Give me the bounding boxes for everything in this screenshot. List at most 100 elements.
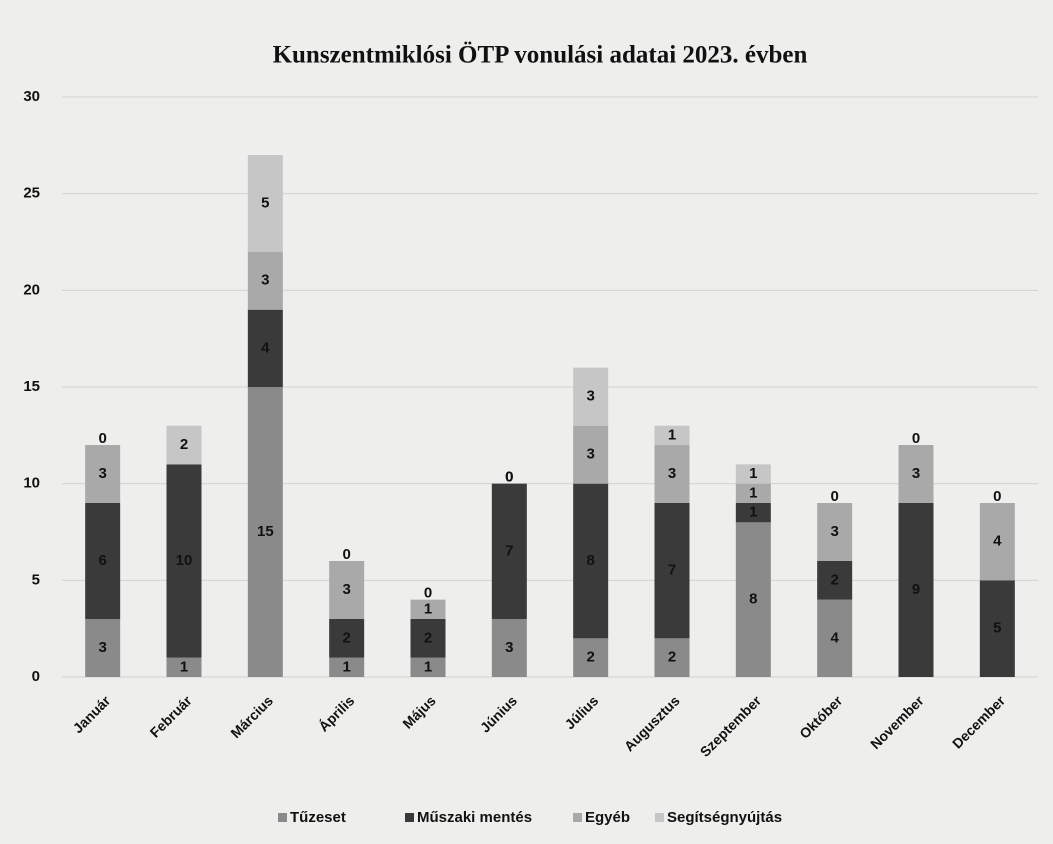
x-tick-label: Március — [227, 692, 276, 741]
legend-label: Tűzeset — [290, 809, 346, 826]
value-label: 8 — [749, 591, 757, 608]
value-label: 4 — [830, 629, 839, 646]
y-tick-label: 0 — [32, 668, 40, 685]
x-tick-label: Augusztus — [621, 692, 683, 754]
value-label: 1 — [668, 426, 676, 443]
legend-label: Egyéb — [585, 809, 630, 826]
bar-segment — [654, 445, 690, 503]
value-label: 2 — [586, 649, 594, 666]
bar-segment — [573, 483, 609, 639]
y-tick-label: 10 — [23, 475, 40, 492]
value-label: 3 — [342, 581, 350, 598]
x-tick-label: Szeptember — [697, 692, 765, 760]
value-label: 3 — [98, 639, 106, 656]
value-label: 10 — [176, 552, 193, 569]
value-label: 15 — [257, 523, 274, 540]
value-label: 2 — [180, 436, 188, 453]
bar-segment — [329, 657, 365, 677]
bar-segment — [247, 309, 283, 387]
value-label: 3 — [586, 388, 594, 405]
value-label: 2 — [342, 629, 350, 646]
value-label: 7 — [668, 562, 676, 579]
chart-title: Kunszentmiklósi ÖTP vonulási adatai 2023… — [273, 42, 808, 69]
bar-segment — [247, 251, 283, 310]
value-label: 0 — [912, 430, 920, 447]
value-label: 3 — [830, 523, 838, 540]
bar-segment — [247, 387, 283, 677]
x-tick-label: November — [867, 692, 927, 752]
value-label: 7 — [505, 542, 513, 559]
x-tick-label: Május — [399, 692, 439, 732]
legend-label: Segítségnyújtás — [667, 809, 782, 826]
bar-segment — [654, 425, 690, 445]
legend-label: Műszaki mentés — [417, 809, 532, 826]
bar-segment — [979, 503, 1015, 581]
legend-swatch — [278, 813, 287, 822]
bar-segment — [410, 657, 446, 677]
bar-segment — [735, 522, 771, 677]
value-label: 2 — [668, 649, 676, 666]
y-tick-label: 5 — [32, 571, 40, 588]
value-label: 1 — [180, 658, 188, 675]
y-tick-label: 15 — [23, 378, 40, 395]
value-label: 3 — [505, 639, 513, 656]
value-label: 0 — [98, 430, 106, 447]
value-label: 0 — [505, 469, 513, 486]
value-label: 1 — [342, 658, 350, 675]
bar-segment — [735, 464, 771, 484]
x-tick-label: Február — [147, 692, 196, 741]
bar-segment — [329, 619, 365, 658]
bar-segment — [735, 483, 771, 503]
bar-segment — [573, 367, 609, 426]
bar-segment — [817, 503, 853, 561]
value-label: 4 — [261, 339, 270, 356]
x-tick-label: Április — [315, 692, 357, 734]
value-label: 1 — [424, 600, 432, 617]
y-tick-label: 30 — [23, 88, 40, 105]
y-tick-label: 20 — [23, 281, 40, 298]
bar-segment — [329, 561, 365, 619]
bar-segment — [166, 657, 202, 677]
bar-segment — [85, 445, 121, 503]
legend-swatch — [655, 813, 664, 822]
bar-segment — [247, 155, 283, 252]
bar-segment — [491, 483, 527, 619]
value-label: 0 — [993, 488, 1001, 505]
bar-segment — [735, 503, 771, 523]
bar-segment — [817, 599, 853, 677]
bar-segment — [410, 619, 446, 658]
bar-segment — [166, 464, 202, 658]
value-label: 9 — [912, 581, 920, 598]
legend-swatch — [405, 813, 414, 822]
x-tick-label: Július — [561, 692, 601, 732]
legend-swatch — [573, 813, 582, 822]
value-label: 0 — [342, 546, 350, 563]
bar-segment — [979, 580, 1015, 677]
x-tick-label: Június — [477, 692, 520, 735]
bar-segment — [85, 503, 121, 619]
value-label: 3 — [668, 465, 676, 482]
value-label: 1 — [749, 504, 757, 521]
bar-segment — [573, 638, 609, 677]
bar-segment — [410, 599, 446, 619]
value-label: 5 — [993, 620, 1001, 637]
y-tick-label: 25 — [23, 185, 40, 202]
value-label: 0 — [424, 585, 432, 602]
value-label: 2 — [830, 571, 838, 588]
bar-segment — [85, 619, 121, 677]
value-label: 0 — [830, 488, 838, 505]
bar-segment — [573, 425, 609, 484]
bar-segment — [817, 561, 853, 600]
bar-segment — [491, 619, 527, 677]
value-label: 1 — [424, 658, 432, 675]
value-label: 1 — [749, 484, 757, 501]
value-label: 5 — [261, 194, 269, 211]
x-tick-label: Október — [796, 692, 846, 742]
x-tick-label: December — [949, 692, 1009, 752]
value-label: 1 — [749, 465, 757, 482]
value-label: 3 — [98, 465, 106, 482]
value-label: 3 — [261, 272, 269, 289]
value-label: 3 — [586, 446, 594, 463]
